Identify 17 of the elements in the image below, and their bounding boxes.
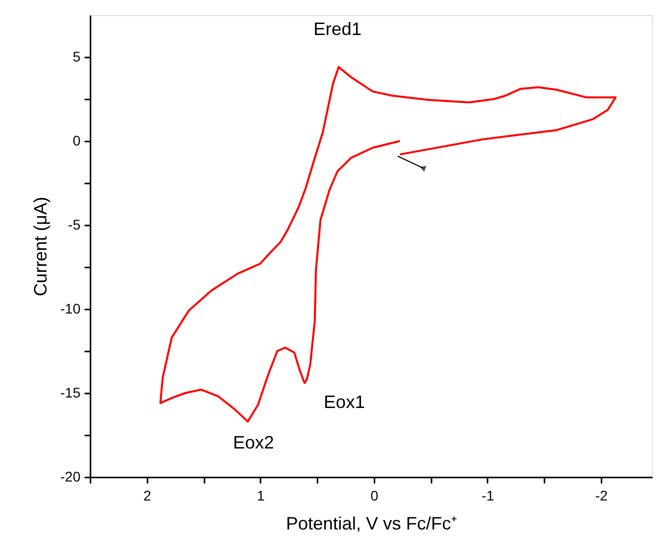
- x-tick-label: 0: [370, 488, 378, 504]
- y-axis-title: Current (μA): [30, 196, 50, 296]
- x-tick-label: 2: [143, 488, 152, 504]
- y-tick-label: -20: [60, 468, 81, 484]
- x-tick-label: -2: [595, 488, 608, 504]
- y-tick-label: -15: [60, 384, 81, 400]
- x-axis-title: Potential, V vs Fc/Fc⁺: [286, 514, 458, 534]
- annotation: Eox1: [324, 392, 365, 412]
- y-tick-label: -10: [60, 300, 81, 316]
- x-tick-label: 1: [256, 488, 265, 504]
- y-tick-label: 0: [72, 132, 81, 148]
- annotation: Ered1: [313, 19, 362, 40]
- y-tick-label: -5: [68, 216, 81, 232]
- line-series: [159, 66, 617, 423]
- y-tick-label: 5: [72, 48, 81, 64]
- annotation: Eox2: [232, 432, 274, 452]
- x-tick-label: -1: [482, 488, 494, 504]
